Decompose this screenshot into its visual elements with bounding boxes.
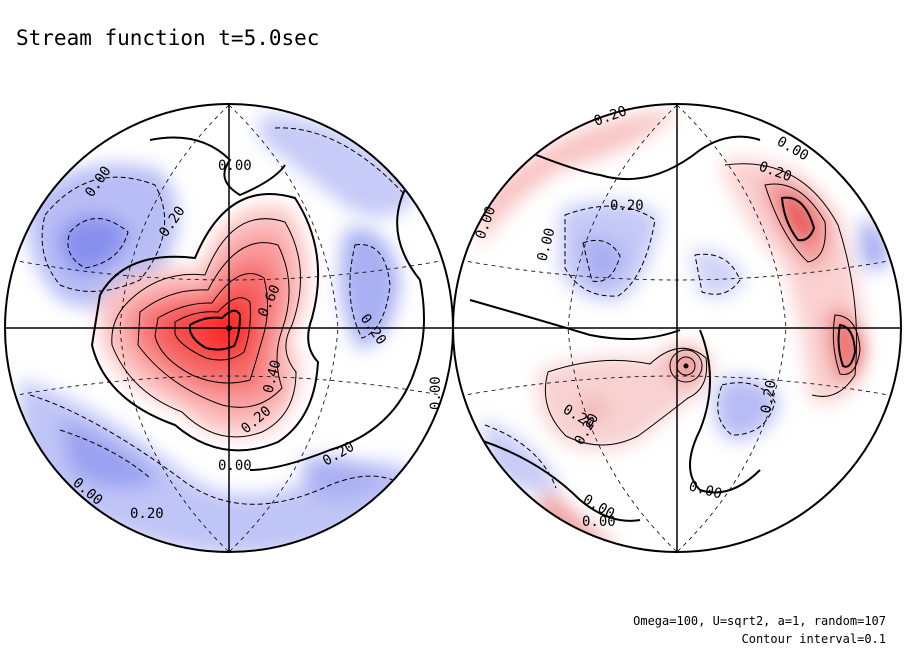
contour-label: 0.20 bbox=[610, 198, 644, 214]
contour-label: 0.00 bbox=[582, 514, 616, 530]
negative-region-southeast bbox=[714, 377, 780, 440]
contour-label: 0.00 bbox=[218, 158, 252, 174]
contour-label: 0.20 bbox=[130, 506, 164, 522]
contour-label: 0.00 bbox=[428, 376, 444, 410]
contour-label: 0.00 bbox=[218, 458, 252, 474]
contour-labels: 0.00 0.20 0.00 0.60 0.40 0.20 0.00 0.20 … bbox=[69, 103, 811, 530]
contour-interval-annotation: Contour interval=0.1 bbox=[741, 632, 887, 646]
contour-label: 0.20 bbox=[758, 379, 780, 415]
negative-region-east bbox=[340, 228, 400, 350]
negative-region-south bbox=[20, 380, 420, 552]
positive-region-south bbox=[537, 343, 711, 450]
positive-region-northwest bbox=[480, 110, 680, 250]
parameters-annotation: Omega=100, U=sqrt2, a=1, random=107 bbox=[633, 614, 886, 628]
left-hemisphere bbox=[4, 103, 454, 553]
right-hemisphere bbox=[452, 103, 902, 553]
chart-title: Stream function t=5.0sec bbox=[16, 26, 320, 50]
negative-region-northeast bbox=[260, 114, 420, 217]
